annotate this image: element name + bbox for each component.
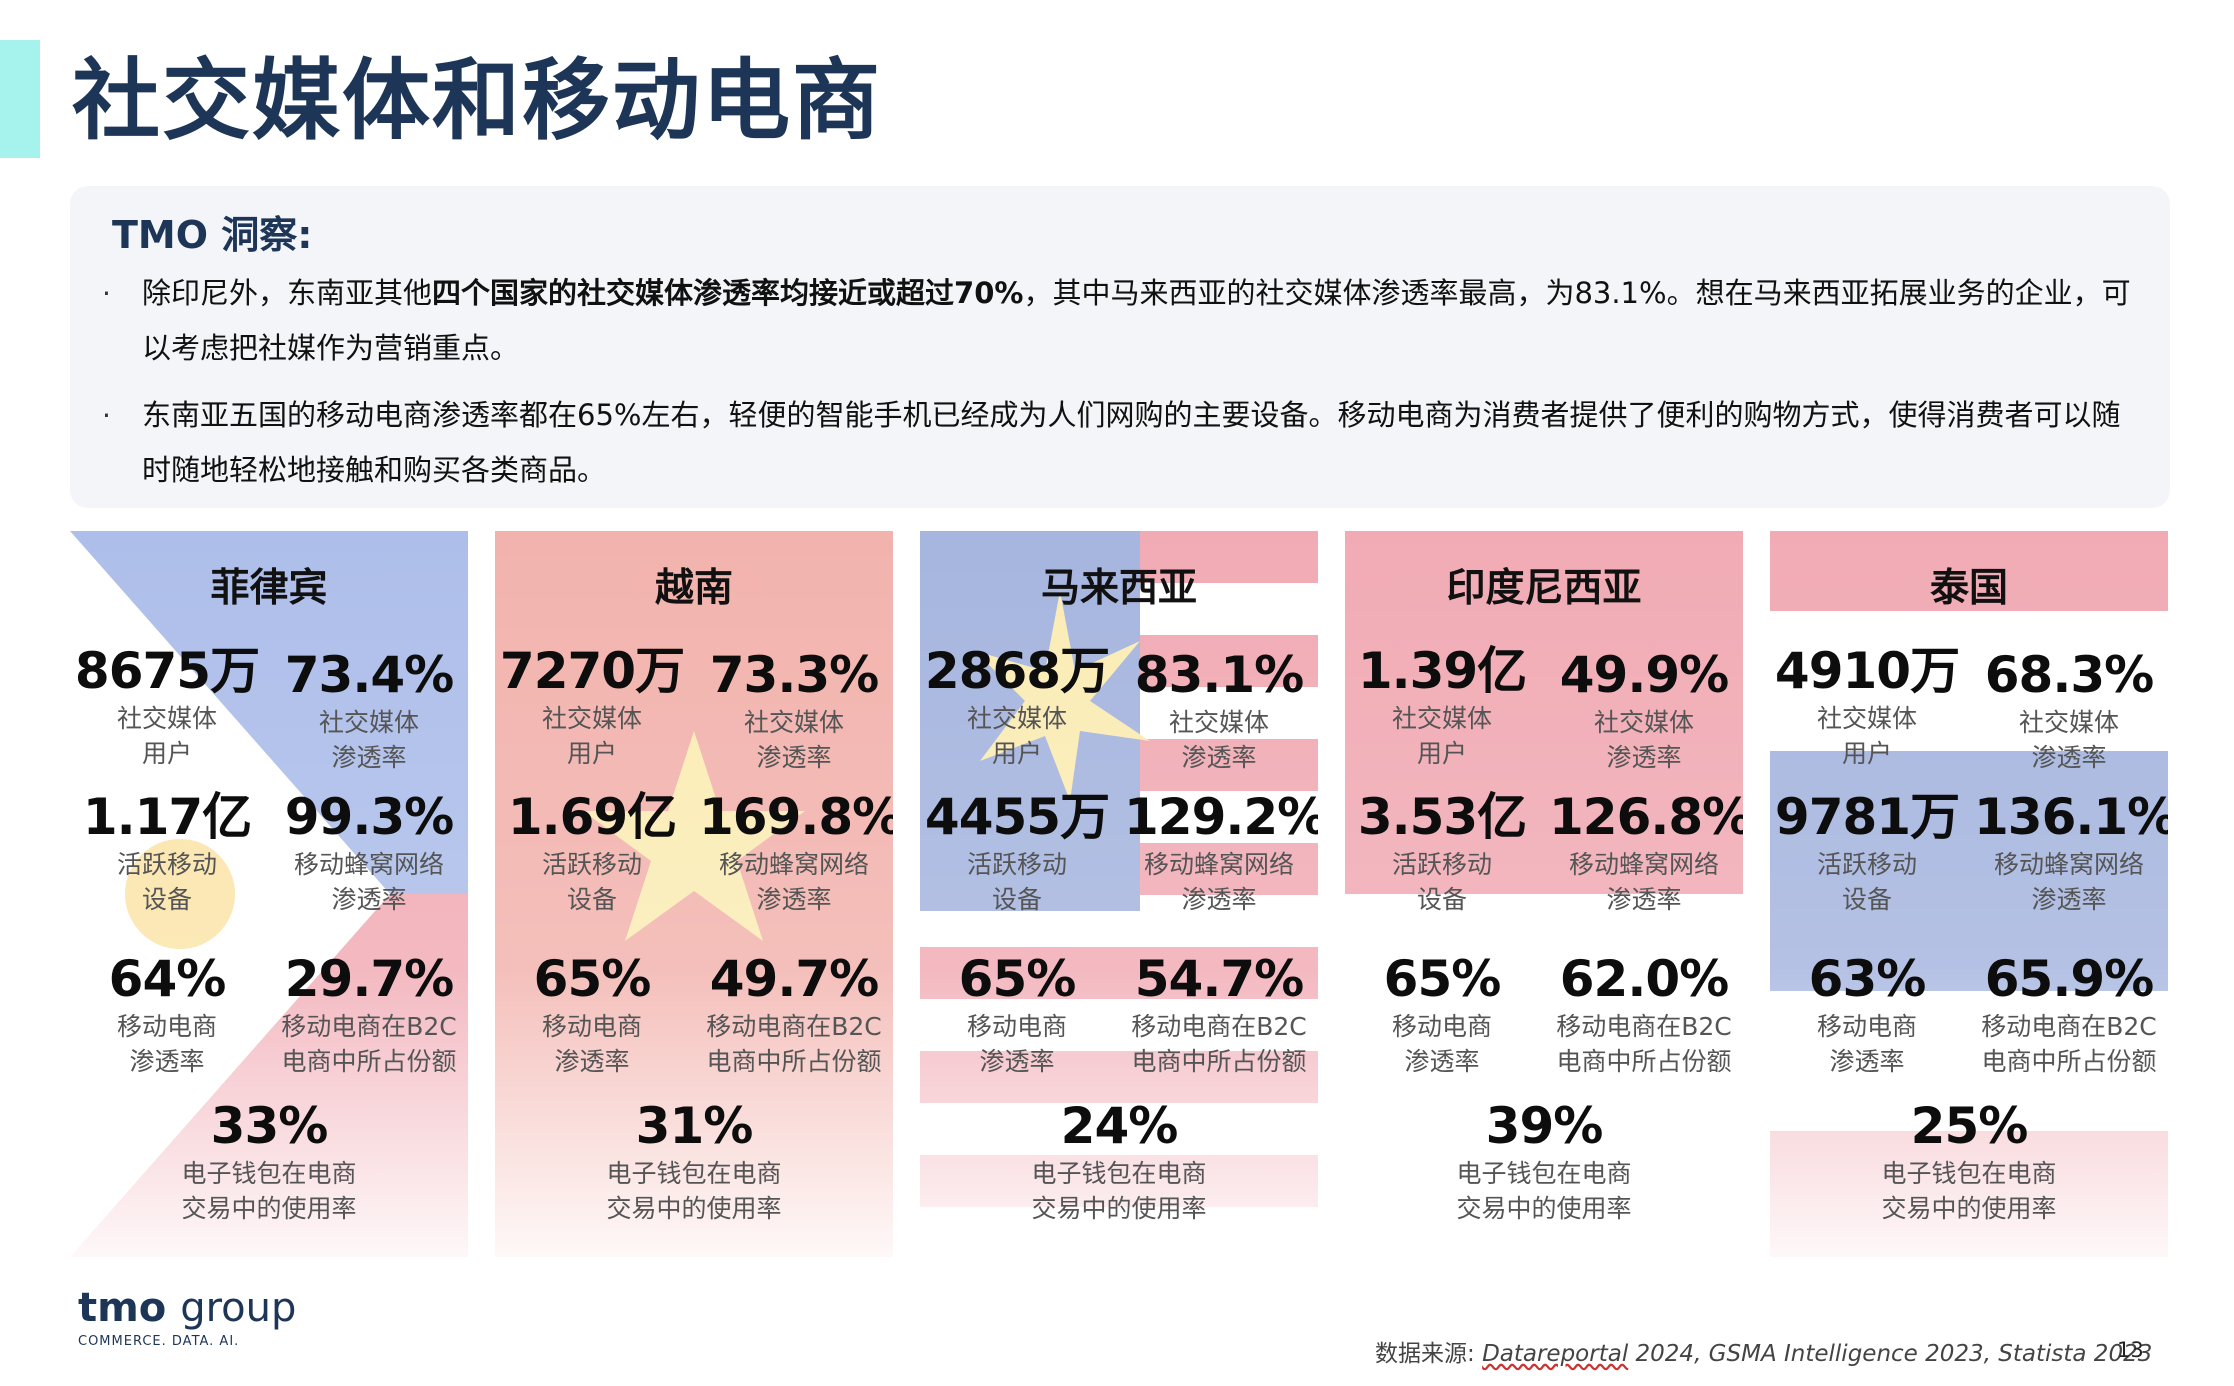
stat-mobile-commerce-penetration: 63% 移动电商 渗透率: [1808, 950, 1927, 1076]
bullet-2-text: 东南亚五国的移动电商渗透率都在65%左右，轻便的智能手机已经成为人们网购的主要设…: [142, 398, 2121, 487]
logo-tagline: COMMERCE. DATA. AI.: [78, 1334, 240, 1349]
stat-cellular-penetration: 169.8% 移动蜂窝网络 渗透率: [699, 788, 893, 914]
stat-mobile-b2c-share: 62.0% 移动电商在B2C 电商中所占份额: [1556, 950, 1732, 1076]
country-name: 印度尼西亚: [1446, 566, 1642, 611]
insight-bullet-2: · 东南亚五国的移动电商渗透率都在65%左右，轻便的智能手机已经成为人们网购的主…: [102, 388, 2132, 498]
logo-tmo: tmo: [78, 1285, 167, 1331]
bullet-marker: ·: [102, 277, 111, 310]
insight-box: TMO 洞察: · 除印尼外，东南亚其他四个国家的社交媒体渗透率均接近或超过70…: [70, 186, 2170, 508]
country-card-malaysia: 马来西亚 2868万 社交媒体 用户 83.1% 社交媒体 渗透率 4455万 活跃移动设…: [920, 531, 1318, 1257]
stat-active-devices: 1.17亿 活跃移动 设备: [82, 788, 252, 914]
stat-cellular-penetration: 126.8% 移动蜂窝网络 渗透率: [1549, 788, 1743, 914]
stat-social-users: 2868万 社交媒体 用户: [924, 642, 1110, 768]
stat-mobile-commerce-penetration: 65% 移动电商 渗透率: [1383, 950, 1502, 1076]
country-card-indonesia: 印度尼西亚 1.39亿 社交媒体 用户 49.9% 社交媒体 渗透率 3.53亿 活跃移动…: [1345, 531, 1743, 1257]
stat-cellular-penetration: 99.3% 移动蜂窝网络 渗透率: [284, 788, 454, 914]
stat-social-penetration: 49.9% 社交媒体 渗透率: [1559, 646, 1729, 772]
stat-mobile-commerce-penetration: 65% 移动电商 渗透率: [533, 950, 652, 1076]
country-card-vietnam: 越南 7270万 社交媒体 用户 73.3% 社交媒体 渗透率 1.69亿 活跃移动 设备 …: [495, 531, 893, 1257]
stat-ewallet-usage: 33% 电子钱包在电商 交易中的使用率: [181, 1097, 357, 1223]
bullet-1-text-post: ，其中马来西亚的社交媒体渗透率最高，为83.1%。想在马来西亚拓展业务的企业，可…: [142, 276, 2131, 365]
stat-mobile-b2c-share: 65.9% 移动电商在B2C 电商中所占份额: [1981, 950, 2157, 1076]
insight-heading: TMO 洞察:: [112, 213, 313, 257]
page-number: 13: [2117, 1338, 2144, 1362]
stat-ewallet-usage: 24% 电子钱包在电商 交易中的使用率: [1031, 1097, 1207, 1223]
stat-mobile-b2c-share: 54.7% 移动电商在B2C 电商中所占份额: [1131, 950, 1307, 1076]
country-name: 马来西亚: [1040, 566, 1197, 611]
source-datareportal: Datareportal: [1482, 1341, 1629, 1367]
insight-bullet-1: · 除印尼外，东南亚其他四个国家的社交媒体渗透率均接近或超过70%，其中马来西亚…: [102, 266, 2132, 376]
stat-mobile-commerce-penetration: 65% 移动电商 渗透率: [958, 950, 1077, 1076]
country-name: 泰国: [1929, 566, 2008, 611]
country-name: 越南: [654, 566, 733, 611]
stat-ewallet-usage: 25% 电子钱包在电商 交易中的使用率: [1881, 1097, 2057, 1223]
page-title: 社交媒体和移动电商: [72, 49, 883, 152]
title-accent-bar: [0, 40, 40, 158]
stat-mobile-b2c-share: 29.7% 移动电商在B2C 电商中所占份额: [281, 950, 457, 1076]
stat-ewallet-usage: 39% 电子钱包在电商 交易中的使用率: [1456, 1097, 1632, 1223]
stat-active-devices: 4455万 活跃移动 设备: [924, 788, 1110, 914]
stat-cellular-penetration: 129.2% 移动蜂窝网络 渗透率: [1124, 788, 1318, 914]
stat-social-penetration: 73.4% 社交媒体 渗透率: [284, 646, 454, 772]
country-card-thailand: 泰国 4910万 社交媒体 用户 68.3% 社交媒体 渗透率 9781万 活跃移动 设备 …: [1770, 531, 2168, 1257]
stat-social-users: 1.39亿 社交媒体 用户: [1357, 642, 1527, 768]
data-source: 数据来源: Datareportal 2024, GSMA Intelligen…: [1375, 1334, 2152, 1368]
stat-social-users: 7270万 社交媒体 用户: [499, 642, 685, 768]
stat-active-devices: 9781万 活跃移动 设备: [1774, 788, 1960, 914]
logo-group: group: [180, 1285, 297, 1331]
stat-active-devices: 3.53亿 活跃移动 设备: [1357, 788, 1527, 914]
stat-social-penetration: 68.3% 社交媒体 渗透率: [1984, 646, 2154, 772]
stat-cellular-penetration: 136.1% 移动蜂窝网络 渗透率: [1974, 788, 2168, 914]
bullet-marker: ·: [102, 399, 111, 432]
tmo-group-logo: tmo group COMMERCE. DATA. AI.: [78, 1286, 296, 1349]
stat-mobile-commerce-penetration: 64% 移动电商 渗透率: [108, 950, 227, 1076]
bullet-1-text-bold: 四个国家的社交媒体渗透率均接近或超过70%: [432, 276, 1024, 310]
stat-social-users: 4910万 社交媒体 用户: [1774, 642, 1960, 768]
stat-social-penetration: 73.3% 社交媒体 渗透率: [709, 646, 879, 772]
source-rest: 2024, GSMA Intelligence 2023, Statista 2…: [1628, 1341, 2153, 1367]
stat-social-users: 8675万 社交媒体 用户: [74, 642, 260, 768]
stat-social-penetration: 83.1% 社交媒体 渗透率: [1134, 646, 1304, 772]
source-label: 数据来源:: [1375, 1341, 1483, 1367]
stat-active-devices: 1.69亿 活跃移动 设备: [507, 788, 677, 914]
country-name: 菲律宾: [210, 566, 328, 611]
bullet-1-text-pre: 除印尼外，东南亚其他: [142, 276, 433, 310]
stat-mobile-b2c-share: 49.7% 移动电商在B2C 电商中所占份额: [706, 950, 882, 1076]
stat-ewallet-usage: 31% 电子钱包在电商 交易中的使用率: [606, 1097, 782, 1223]
country-card-philippines: 菲律宾 8675万 社交媒体 用户 73.4% 社交媒体 渗透率 1.17亿 活跃移动 设备…: [70, 531, 468, 1257]
